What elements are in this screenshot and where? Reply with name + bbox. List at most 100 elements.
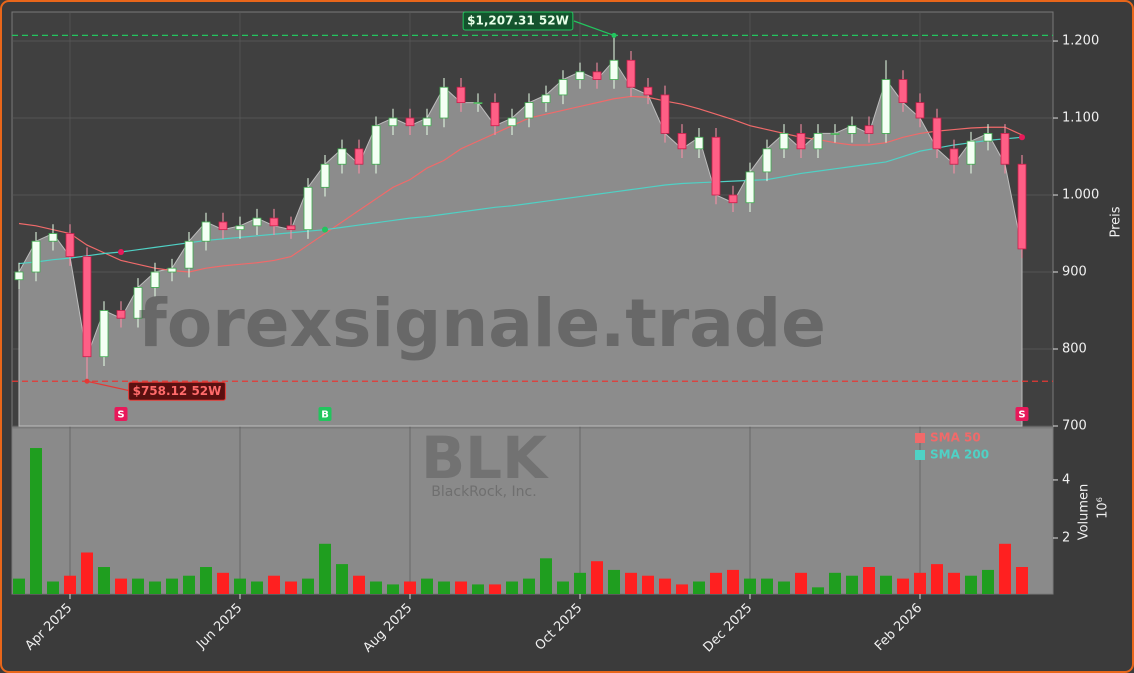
volume-bar [914,572,926,594]
volume-bar [931,564,943,594]
watermark: forexsignale.trade [138,285,826,362]
volume-bar [353,575,365,594]
candle-body [116,310,126,319]
candle-body [592,71,602,80]
y-tick-label: 1.100 [1062,111,1099,126]
volume-bar [608,569,620,594]
legend-label: SMA 200 [930,448,989,462]
candle-body [201,221,211,242]
volume-bar [506,581,518,594]
volume-bar [166,578,178,594]
candle-body [745,171,755,204]
candle-body [354,148,364,165]
volume-bar [591,561,603,594]
candle-body [1000,133,1010,165]
candle-body [167,267,177,273]
candle-body [422,117,432,127]
candle-body [881,79,891,134]
signal-dot [1019,134,1025,141]
volume-bar [64,575,76,594]
annotation-box [462,11,574,31]
candle-body [711,136,721,196]
company-watermark: BlackRock, Inc. [431,484,536,500]
candle-body [150,271,160,288]
candle-body [762,148,772,173]
volume-bar [268,575,280,594]
volume-bar [574,572,586,594]
candle-body [915,102,925,119]
volume-bar [744,578,756,594]
volume-bar [98,567,110,594]
volume-bar [47,581,59,594]
candle-body [966,140,976,165]
candle-body [898,79,908,104]
candle-body [371,125,381,165]
annotation-box [128,381,226,401]
volume-bar [115,578,127,594]
volume-axis-label: Volumen [1077,484,1092,541]
volume-multiplier: 10⁶ [1096,497,1111,519]
legend-swatch [915,450,925,460]
volume-bar [557,581,569,594]
candle-body [337,148,347,165]
candle-body [184,240,194,269]
candle-body [1017,163,1027,250]
candle-body [99,310,109,358]
volume-bar [319,543,331,594]
candle-body [252,217,262,227]
volume-bar [676,584,688,594]
volume-bar [455,581,467,594]
y-axis-label: Preis [1109,206,1124,237]
candle-body [864,125,874,134]
annotation-label: $758.12 52W [133,384,222,398]
candle-body [133,287,143,319]
volume-bar [472,584,484,594]
annotation-arrowhead [611,32,617,38]
volume-bar [829,572,841,594]
candle-body [388,117,398,127]
volume-tick-label: 2 [1062,530,1070,545]
signal-badge [1015,407,1029,421]
y-tick-label: 800 [1062,342,1087,357]
volume-bar [421,578,433,594]
candle-body [949,148,959,165]
annotation-arrow [86,380,133,392]
signal-badge [318,407,332,421]
signal-label: S [1018,410,1025,421]
candle-body [439,86,449,119]
volume-bar [81,552,93,594]
candle-body [932,117,942,150]
volume-bar [999,543,1011,594]
volume-bar [880,575,892,594]
volume-bar [336,564,348,594]
y-tick-label: 1.200 [1062,34,1099,49]
volume-bar [659,578,671,594]
signal-label: S [117,410,124,421]
volume-bar [897,578,909,594]
volume-bar [523,578,535,594]
volume-bar [727,569,739,594]
volume-bar [642,575,654,594]
candle-body [643,86,653,96]
volume-bar [13,578,25,594]
candle-body [507,117,517,127]
candle-body [677,133,687,150]
volume-bar [132,578,144,594]
volume-bar [30,448,42,594]
candle-body [235,225,245,231]
volume-panel [11,427,1054,595]
candle-body [82,256,92,358]
candle-body [14,271,24,281]
volume-bar [489,584,501,594]
candle-body [660,94,670,134]
candle-body [218,221,228,231]
candle-body [456,86,466,104]
volume-bar [183,575,195,594]
y-tick-label: 700 [1062,419,1087,434]
volume-bar [761,578,773,594]
volume-bar [948,572,960,594]
candle-body [694,136,704,150]
candle-body [405,117,415,127]
candle-body [830,133,840,135]
